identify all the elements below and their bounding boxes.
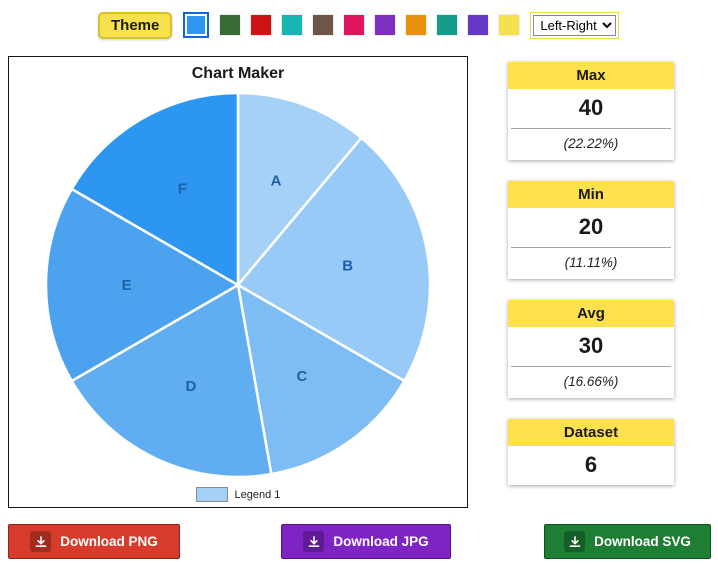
pie-slice-B[interactable] — [236, 136, 432, 383]
swatch-purple[interactable] — [375, 15, 396, 35]
swatch-teal-green[interactable] — [437, 15, 458, 35]
stat-percent: (11.11%) — [564, 255, 618, 270]
pie-chart: A B C D E F — [44, 91, 432, 479]
stat-percent: (22.22%) — [563, 136, 619, 151]
slice-label-D: D — [185, 378, 196, 395]
download-icon — [564, 531, 586, 552]
chart-title: Chart Maker — [191, 65, 285, 82]
swatch-red[interactable] — [251, 15, 272, 35]
swatch-brown[interactable] — [313, 15, 334, 35]
stat-card-min: Min 20 (11.11%) — [508, 181, 674, 279]
stats-column: Max 40 (22.22%) Min 20 (11.11%) Avg 30 (16.66%) D… — [508, 62, 674, 506]
legend-label: Legend 1 — [234, 488, 281, 501]
slice-label-E: E — [122, 277, 132, 294]
slice-label-A: A — [271, 172, 282, 189]
swatch-violet[interactable] — [468, 15, 489, 35]
pie-slice-F[interactable] — [70, 91, 240, 287]
legend: Legend 1 — [9, 487, 467, 502]
download-button-label: Download SVG — [594, 534, 691, 549]
download-jpg-button[interactable]: Download JPG — [281, 524, 451, 559]
stat-card-max: Max 40 (22.22%) — [508, 62, 674, 160]
download-button-label: Download JPG — [333, 534, 429, 549]
slice-label-F: F — [178, 181, 187, 198]
download-png-button[interactable]: Download PNG — [8, 524, 180, 559]
swatch-yellow[interactable] — [499, 15, 520, 35]
stat-title: Max — [508, 62, 674, 89]
download-icon — [30, 531, 52, 552]
theme-button[interactable]: Theme — [98, 11, 173, 39]
stat-value: 30 — [511, 327, 671, 367]
download-icon — [303, 531, 325, 552]
swatch-blue[interactable] — [183, 12, 210, 38]
swatch-dark-green[interactable] — [220, 15, 241, 35]
stat-percent: (16.66%) — [563, 374, 619, 389]
pie-slice-C[interactable] — [236, 283, 406, 476]
stat-value: 40 — [511, 89, 671, 129]
swatch-crimson[interactable] — [344, 15, 365, 35]
direction-select[interactable]: Left-Right — [533, 14, 617, 36]
stat-title: Dataset — [508, 419, 674, 446]
slice-label-B: B — [342, 258, 353, 275]
stat-card-dataset: Dataset 6 — [508, 419, 674, 485]
color-swatches — [183, 12, 520, 38]
pie-slice-A[interactable] — [236, 91, 363, 287]
download-button-label: Download PNG — [60, 534, 158, 549]
toolbar: Theme Left-Right — [98, 9, 620, 41]
download-svg-button[interactable]: Download SVG — [544, 524, 711, 559]
stat-card-avg: Avg 30 (16.66%) — [508, 300, 674, 398]
swatch-orange[interactable] — [406, 15, 427, 35]
swatch-teal[interactable] — [282, 15, 303, 35]
pie-slice-D[interactable] — [70, 283, 273, 479]
stat-title: Min — [508, 181, 674, 208]
stat-value: 6 — [584, 452, 598, 477]
direction-select-wrap: Left-Right — [530, 11, 620, 39]
stat-value: 20 — [511, 208, 671, 248]
pie-slice-E[interactable] — [44, 187, 240, 383]
legend-swatch — [195, 487, 228, 502]
slice-label-C: C — [296, 368, 307, 385]
stat-title: Avg — [508, 300, 674, 327]
chart-panel: Chart Maker A B C D E F Legend 1 — [8, 56, 468, 508]
